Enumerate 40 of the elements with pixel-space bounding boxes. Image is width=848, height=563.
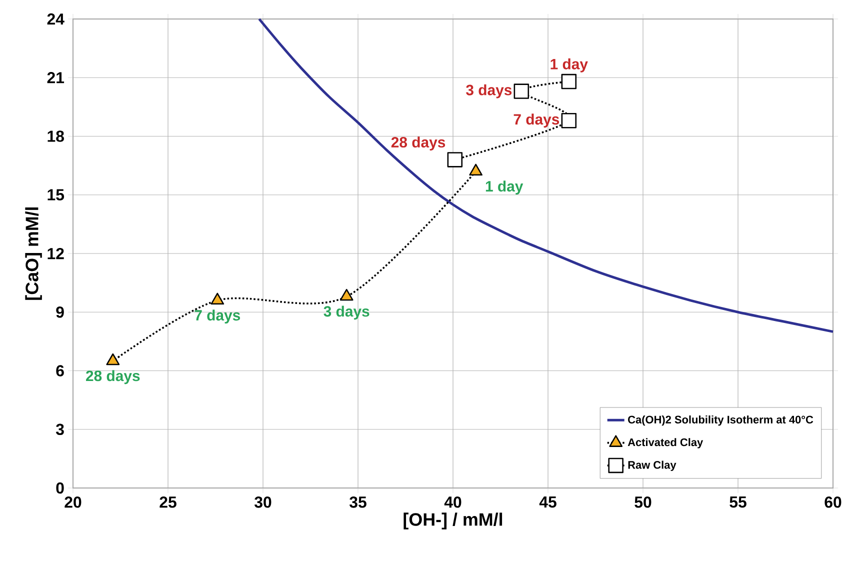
legend-label: Activated Clay: [628, 438, 704, 448]
point: [106, 353, 120, 366]
y-tick-label: 9: [56, 306, 64, 318]
x-tick-label: 20: [64, 496, 82, 508]
point: [561, 74, 577, 90]
line-series: [258, 18, 834, 333]
y-tick-label: 18: [48, 130, 64, 142]
annotation: 7 days: [194, 310, 240, 324]
point: [447, 152, 463, 168]
point: [210, 292, 224, 305]
annotation: 3 days: [466, 84, 512, 98]
annotation: 1 day: [550, 58, 588, 72]
y-tick-label: 15: [48, 189, 64, 200]
legend-label: Ca(OH)2 Solubility Isotherm at 40°C: [628, 415, 814, 426]
y-tick-label: 3: [56, 424, 64, 436]
x-axis-title: [OH-] / mM/l: [404, 512, 502, 530]
x-tick-label: 25: [160, 496, 176, 508]
annotation: 28 days: [86, 370, 140, 384]
point: [561, 112, 577, 128]
x-tick-label: 50: [634, 496, 652, 508]
y-axis-title: [CaO] mM/l: [25, 207, 42, 300]
point: [469, 164, 482, 176]
x-tick-label: 55: [730, 496, 746, 508]
x-tick-label: 60: [824, 496, 842, 508]
y-tick-label: 12: [48, 248, 64, 260]
y-tick-label: 24: [47, 13, 64, 25]
annotation: 3 days: [324, 306, 370, 320]
y-tick-label: 0: [56, 482, 64, 494]
annotation: 1 day: [486, 180, 524, 195]
x-tick-label: 40: [444, 496, 462, 508]
legend-label: Raw Clay: [628, 460, 676, 471]
x-tick-label: 45: [539, 496, 556, 508]
point: [340, 288, 354, 301]
y-tick-label: 6: [56, 365, 64, 376]
y-tick-label: 21: [47, 72, 64, 84]
point: [514, 84, 530, 99]
annotation: 7 days: [514, 114, 560, 128]
x-tick-label: 30: [254, 496, 272, 508]
annotation: 28 days: [391, 136, 446, 150]
x-tick-label: 35: [350, 496, 366, 508]
